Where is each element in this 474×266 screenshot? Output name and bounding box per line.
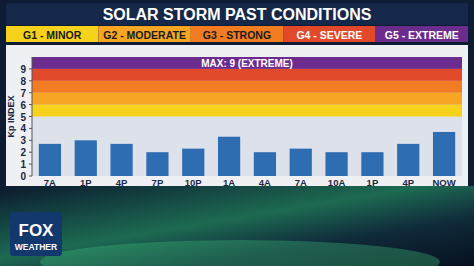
x-tick-label: NOW xyxy=(432,177,455,188)
logo-weather: WEATHER xyxy=(15,242,57,252)
bar xyxy=(39,144,61,176)
level-band xyxy=(32,93,462,105)
x-tick-label: 4A xyxy=(259,177,271,188)
y-tick xyxy=(29,80,32,81)
y-tick xyxy=(29,68,32,69)
level-band xyxy=(32,81,462,93)
y-tick xyxy=(29,140,32,141)
level-band xyxy=(32,57,462,69)
y-tick xyxy=(29,116,32,117)
logo-box xyxy=(10,212,62,256)
y-tick xyxy=(29,128,32,129)
bars xyxy=(39,132,455,176)
bar xyxy=(325,152,347,176)
x-tick-label: 7A xyxy=(295,177,307,188)
title: SOLAR STORM PAST CONDITIONS xyxy=(103,6,372,23)
x-tick-label: 7A xyxy=(44,177,56,188)
y-tick-label: 5 xyxy=(20,112,26,123)
legend-swatch xyxy=(191,26,283,42)
chart: SOLAR STORM PAST CONDITIONS G1 - MINOR G2 … xyxy=(0,0,474,266)
annotation: MAX: 9 (EXTREME) xyxy=(201,58,293,69)
x-tick-label: 10P xyxy=(185,177,203,188)
y-tick xyxy=(29,104,32,105)
y-tick xyxy=(29,164,32,165)
x-tick-label: 4P xyxy=(402,177,414,188)
y-tick xyxy=(29,176,32,177)
bar xyxy=(361,152,383,176)
legend-swatch xyxy=(283,26,375,42)
y-tick-label: 4 xyxy=(20,123,26,134)
bar xyxy=(146,152,168,176)
y-tick-label: 1 xyxy=(20,159,26,170)
y-tick xyxy=(29,152,32,153)
bar xyxy=(254,152,276,176)
bar xyxy=(433,132,455,176)
y-tick-label: 7 xyxy=(20,88,26,99)
logo-fox: FOX xyxy=(19,221,55,240)
x-tick-label: 10A xyxy=(328,177,346,188)
x-tick-label: 1P xyxy=(80,177,92,188)
legend-label: G2 - MODERATE xyxy=(103,29,186,41)
level-band xyxy=(32,69,462,81)
panel xyxy=(6,45,468,186)
y-tick-label: 2 xyxy=(20,147,26,158)
x-tick-label: 4P xyxy=(116,177,128,188)
plot-area xyxy=(32,57,462,176)
y-label: Kp INDEX xyxy=(6,95,16,137)
legend-label: G1 - MINOR xyxy=(23,29,82,41)
legend-label: G4 - SEVERE xyxy=(296,29,362,41)
background xyxy=(0,0,474,266)
legend-label: G3 - STRONG xyxy=(203,29,271,41)
x-tick-label: 7P xyxy=(152,177,164,188)
level-band xyxy=(32,105,462,117)
y-tick xyxy=(29,92,32,93)
header xyxy=(6,3,468,25)
y-tick-label: 8 xyxy=(20,76,26,87)
y-tick-label: 6 xyxy=(20,100,26,111)
legend-swatch xyxy=(6,26,98,42)
y-tick-label: 9 xyxy=(20,64,26,75)
bar xyxy=(110,144,132,176)
bar xyxy=(218,137,240,176)
bar xyxy=(397,144,419,176)
y-tick-label: 3 xyxy=(20,135,26,146)
bar xyxy=(182,149,204,176)
x-tick-label: 1P xyxy=(367,177,379,188)
legend-label: G5 - EXTREME xyxy=(385,29,459,41)
bar xyxy=(290,149,312,176)
legend-swatch xyxy=(376,26,468,42)
y-tick-label: 0 xyxy=(20,171,26,182)
bar xyxy=(75,140,97,176)
x-tick-label: 1A xyxy=(223,177,235,188)
aurora-glow xyxy=(40,240,440,266)
legend-swatch xyxy=(98,26,190,42)
